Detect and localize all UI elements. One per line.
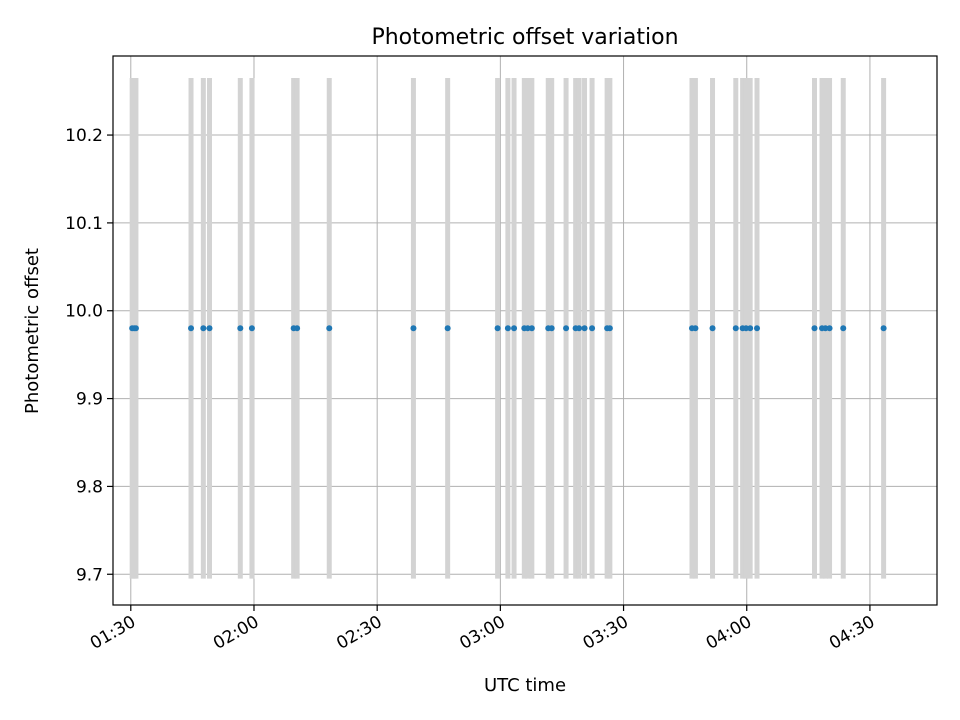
- data-point: [494, 325, 501, 332]
- data-point: [248, 325, 255, 332]
- data-point: [581, 325, 588, 332]
- data-point: [326, 325, 333, 332]
- data-point: [811, 325, 818, 332]
- data-point: [237, 325, 244, 332]
- data-point: [444, 325, 451, 332]
- data-point: [692, 325, 699, 332]
- data-point: [840, 325, 847, 332]
- y-tick-label: 9.7: [76, 565, 103, 585]
- data-points: [129, 325, 887, 332]
- y-tick-label: 10.2: [65, 126, 103, 146]
- data-point: [880, 325, 887, 332]
- y-tick-label: 10.1: [65, 214, 103, 234]
- y-tick-label: 9.9: [76, 390, 103, 410]
- data-point: [504, 325, 511, 332]
- data-point: [822, 325, 829, 332]
- data-point: [709, 325, 716, 332]
- data-point: [732, 325, 739, 332]
- data-point: [606, 325, 613, 332]
- data-point: [743, 325, 750, 332]
- data-point: [188, 325, 195, 332]
- x-axis-label: UTC time: [484, 675, 566, 696]
- data-point: [410, 325, 417, 332]
- plot-area-frame: [112, 55, 938, 606]
- chart-title: Photometric offset variation: [371, 25, 678, 50]
- data-point: [589, 325, 596, 332]
- data-point: [754, 325, 761, 332]
- data-point: [576, 325, 583, 332]
- data-point: [747, 325, 754, 332]
- data-point: [528, 325, 535, 332]
- y-tick-label: 9.8: [76, 477, 103, 497]
- data-point: [826, 325, 833, 332]
- data-point: [563, 325, 570, 332]
- data-point: [524, 325, 531, 332]
- data-point: [206, 325, 213, 332]
- data-point: [200, 325, 207, 332]
- y-axis-ticks: 9.7 9.8 9.9 10.0 10.1 10.2: [65, 126, 113, 585]
- data-point: [132, 325, 139, 332]
- y-axis-label: Photometric offset: [22, 248, 43, 414]
- data-point: [511, 325, 518, 332]
- data-point: [548, 325, 555, 332]
- y-tick-label: 10.0: [65, 302, 103, 322]
- data-point: [294, 325, 301, 332]
